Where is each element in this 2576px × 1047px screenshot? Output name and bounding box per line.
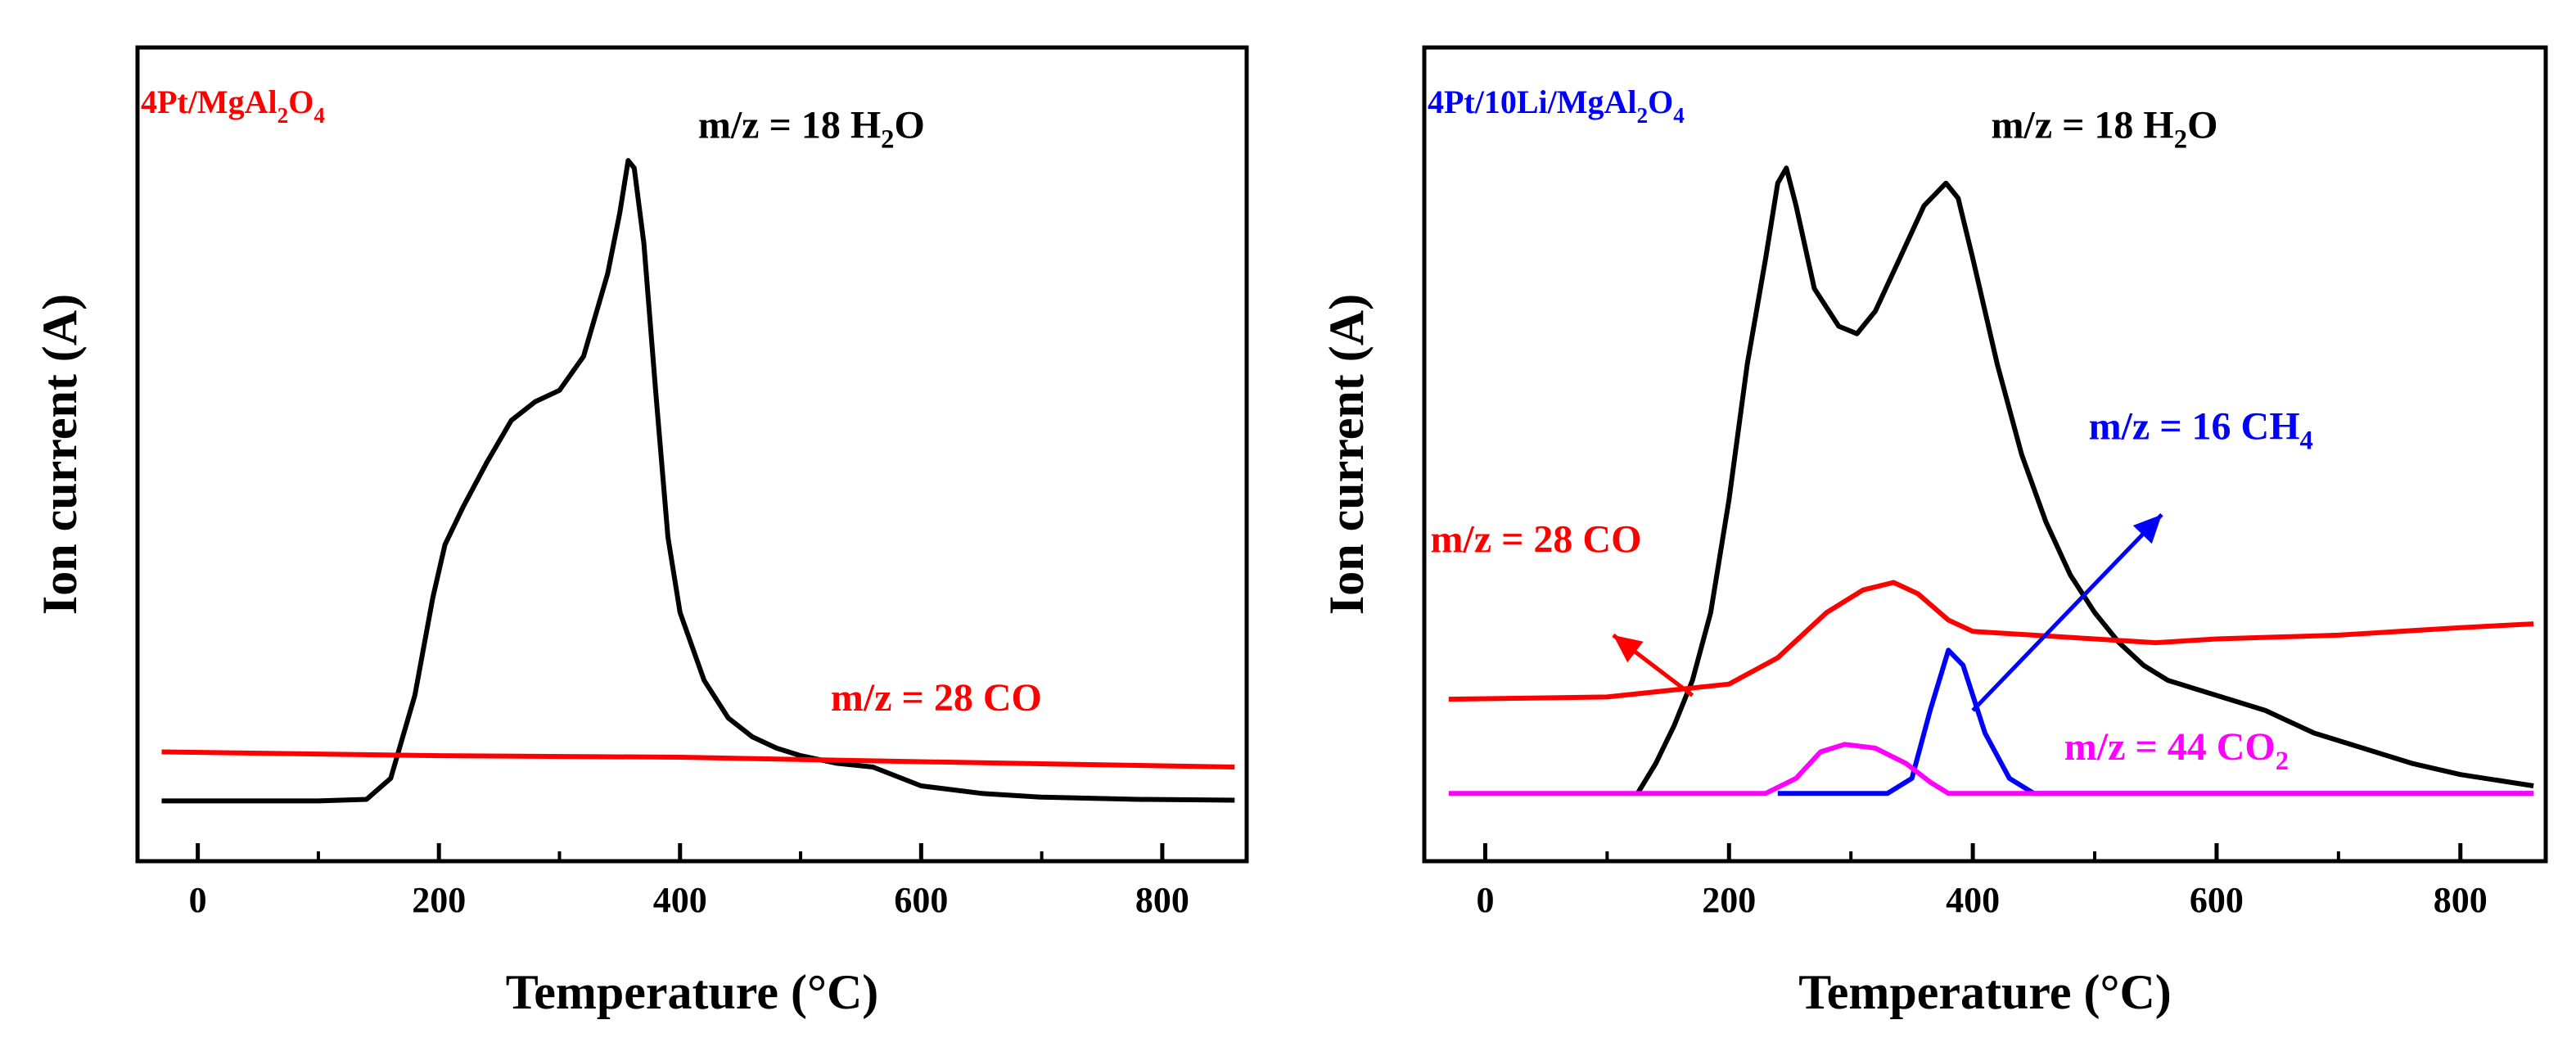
x-tick-label: 200 bbox=[412, 880, 466, 920]
ch4-arrow-head bbox=[2132, 514, 2162, 544]
y-axis-title: Ion current (A) bbox=[1320, 294, 1374, 615]
series-line-m-z-28-co bbox=[161, 749, 1235, 769]
series-line-m-z-18-h2o bbox=[161, 158, 1235, 804]
series-annotation: m/z = 18 H2O bbox=[1991, 103, 2217, 154]
y-axis-title: Ion current (A) bbox=[33, 294, 87, 615]
series-line-m-z-16-ch4 bbox=[1777, 648, 2534, 797]
x-tick-label: 0 bbox=[1476, 880, 1494, 920]
plot-frame bbox=[135, 45, 1249, 864]
x-tick-label: 600 bbox=[2190, 880, 2244, 920]
ch4-arrow bbox=[1971, 512, 2163, 712]
series-annotation: m/z = 28 CO bbox=[831, 676, 1042, 720]
x-tick-label: 200 bbox=[1702, 880, 1756, 920]
x-tick-label: 600 bbox=[894, 880, 948, 920]
panel-left: 0 200 400 600 800 Temperature (°C) Ion current… bbox=[33, 45, 1249, 1019]
x-tick-label: 800 bbox=[2434, 880, 2488, 920]
series-line-m-z-44-co2 bbox=[1448, 742, 2534, 797]
series-line-m-z-28-co bbox=[1448, 580, 2534, 702]
series-annotation: m/z = 28 CO bbox=[1430, 518, 1641, 562]
x-tick-label: 0 bbox=[189, 880, 207, 920]
series-line-m-z-18-h2o bbox=[1635, 165, 2534, 795]
series-annotation: m/z = 44 CO2 bbox=[2064, 725, 2289, 776]
panel-title: 4Pt/10Li/MgAl2O4 bbox=[1428, 83, 1685, 128]
x-axis-title: Temperature (°C) bbox=[1798, 965, 2172, 1019]
series-annotation: m/z = 16 CH4 bbox=[2089, 405, 2313, 456]
panel-right: 0 200 400 600 800 Temperature (°C) Ion current… bbox=[1320, 45, 2548, 1019]
x-tick-label: 400 bbox=[1946, 880, 2000, 920]
x-tick-label: 400 bbox=[653, 880, 707, 920]
co-arrow-head bbox=[1613, 634, 1644, 663]
panel-title: 4Pt/MgAl2O4 bbox=[141, 83, 325, 128]
x-tick-label: 800 bbox=[1135, 880, 1189, 920]
x-axis-title: Temperature (°C) bbox=[506, 965, 879, 1019]
plot-frame bbox=[1422, 45, 2548, 864]
series-annotation: m/z = 18 H2O bbox=[698, 103, 925, 154]
